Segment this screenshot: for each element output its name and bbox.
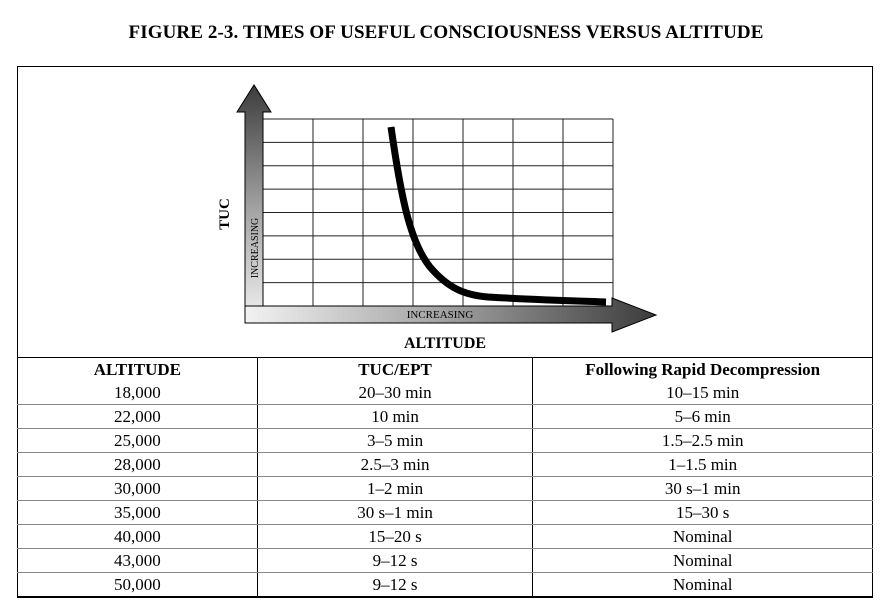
tuc-chart: INCREASING INCREASING TUC	[217, 84, 658, 333]
rapid-decompression-cell: 5–6 min	[532, 404, 873, 429]
rapid-decompression-cell: 30 s–1 min	[532, 476, 873, 501]
x-axis-arrow	[244, 297, 658, 333]
table-row: 18,000 20–30 min 10–15 min	[17, 381, 873, 405]
tuc-ept-cell: 9–12 s	[256, 548, 534, 573]
tuc-ept-cell: 10 min	[256, 404, 534, 429]
y-arrow-label: INCREASING	[250, 218, 261, 279]
tuc-ept-cell: 9–12 s	[256, 572, 534, 597]
tuc-ept-cell: 3–5 min	[256, 428, 534, 453]
tuc-table: ALTITUDE TUC/EPT Following Rapid Decompr…	[17, 357, 873, 597]
tuc-curve	[387, 126, 607, 306]
y-axis-label: TUC	[217, 198, 233, 230]
table-row: 40,000 15–20 s Nominal	[17, 524, 873, 549]
rapid-decompression-cell: 15–30 s	[532, 500, 873, 525]
altitude-cell: 18,000	[17, 381, 258, 405]
figure-frame: INCREASING INCREASING TUC ALTITUDE ALTIT…	[17, 66, 873, 598]
tuc-ept-cell: 2.5–3 min	[256, 452, 534, 477]
tuc-ept-cell: 1–2 min	[256, 476, 534, 501]
header-altitude: ALTITUDE	[17, 357, 258, 381]
header-rapid-decompression: Following Rapid Decompression	[532, 357, 873, 381]
altitude-cell: 22,000	[17, 404, 258, 429]
rapid-decompression-cell: Nominal	[532, 548, 873, 573]
altitude-cell: 35,000	[17, 500, 258, 525]
altitude-cell: 40,000	[17, 524, 258, 549]
table-row: 43,000 9–12 s Nominal	[17, 548, 873, 573]
altitude-cell: 25,000	[17, 428, 258, 453]
table-row: 50,000 9–12 s Nominal	[17, 572, 873, 597]
table-header-row: ALTITUDE TUC/EPT Following Rapid Decompr…	[17, 357, 873, 381]
tuc-ept-cell: 20–30 min	[256, 381, 534, 405]
altitude-cell: 43,000	[17, 548, 258, 573]
y-axis-arrow	[236, 84, 272, 324]
tuc-ept-cell: 15–20 s	[256, 524, 534, 549]
x-arrow-label: INCREASING	[407, 309, 474, 321]
table-row: 30,000 1–2 min 30 s–1 min	[17, 476, 873, 501]
figure-title: FIGURE 2-3. TIMES OF USEFUL CONSCIOUSNES…	[128, 22, 764, 43]
rapid-decompression-cell: Nominal	[532, 572, 873, 597]
header-tuc-ept: TUC/EPT	[256, 357, 534, 381]
table-row: 35,000 30 s–1 min 15–30 s	[17, 500, 873, 525]
rapid-decompression-cell: Nominal	[532, 524, 873, 549]
table-row: 25,000 3–5 min 1.5–2.5 min	[17, 428, 873, 453]
rapid-decompression-cell: 10–15 min	[532, 381, 873, 405]
x-axis-label: ALTITUDE	[403, 335, 487, 352]
tuc-ept-cell: 30 s–1 min	[256, 500, 534, 525]
rapid-decompression-cell: 1.5–2.5 min	[532, 428, 873, 453]
table-row: 28,000 2.5–3 min 1–1.5 min	[17, 452, 873, 477]
altitude-cell: 50,000	[17, 572, 258, 597]
table-row: 22,000 10 min 5–6 min	[17, 404, 873, 429]
altitude-cell: 30,000	[17, 476, 258, 501]
rapid-decompression-cell: 1–1.5 min	[532, 452, 873, 477]
altitude-cell: 28,000	[17, 452, 258, 477]
